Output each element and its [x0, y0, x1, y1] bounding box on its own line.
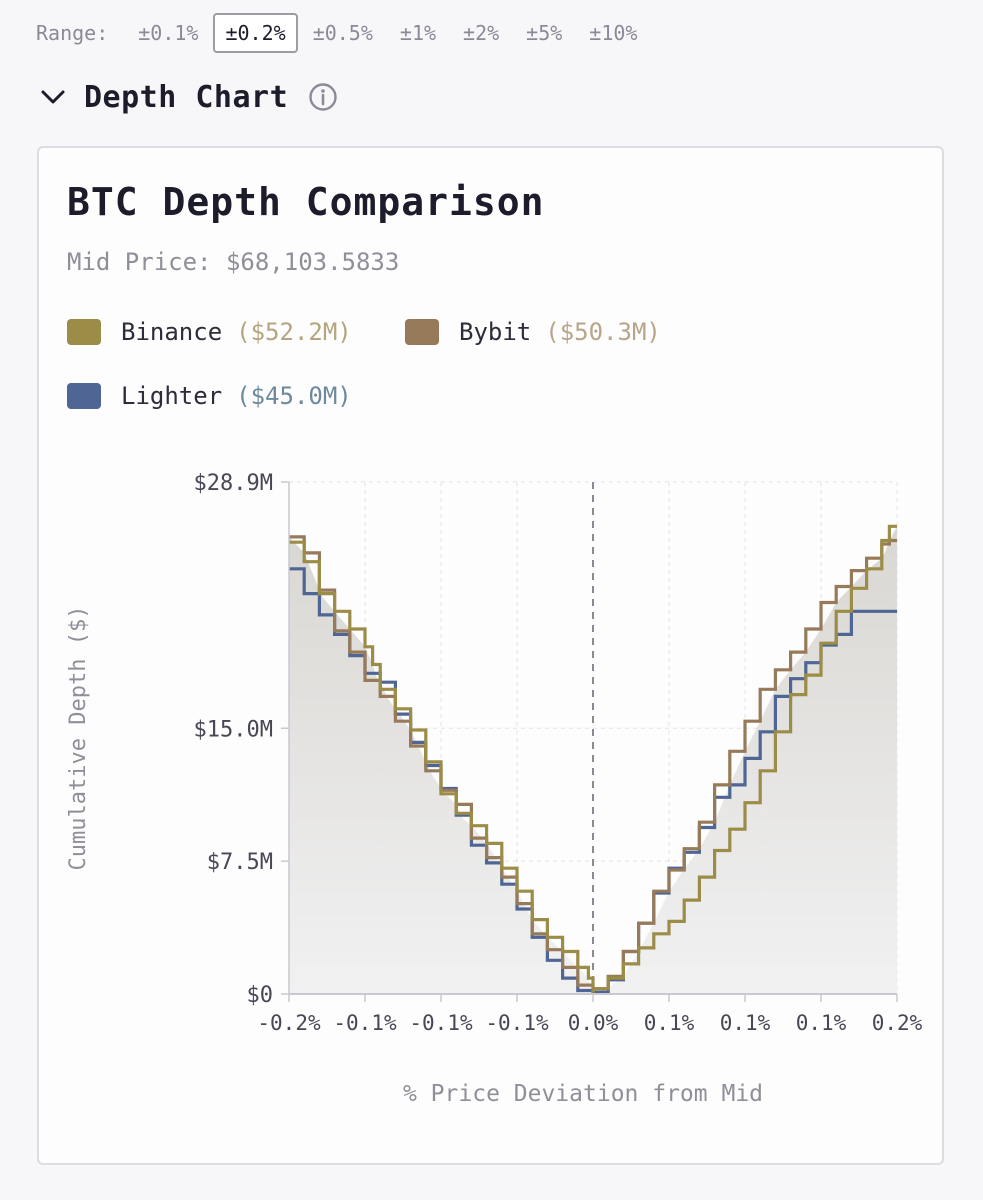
chevron-down-icon[interactable]	[38, 82, 68, 112]
legend-item-lighter[interactable]: Lighter ($45.0M)	[67, 382, 352, 410]
y-tick-label: $0	[247, 983, 274, 1008]
chart-title: BTC Depth Comparison	[67, 180, 545, 224]
range-option-1[interactable]: ±1%	[399, 21, 437, 45]
chart-card: BTC Depth Comparison Mid Price: $68,103.…	[37, 146, 944, 1165]
depth-area-fill	[289, 526, 897, 994]
legend-swatch-lighter	[67, 383, 101, 409]
x-tick-label: -0.1%	[485, 1011, 549, 1035]
y-tick-label: $15.0M	[194, 717, 273, 742]
range-option-0.2[interactable]: ±0.2%	[213, 13, 298, 53]
x-tick-label: 0.1%	[720, 1011, 771, 1035]
range-option-5[interactable]: ±5%	[526, 21, 563, 45]
legend-swatch-bybit	[405, 319, 439, 345]
range-selector: Range: ±0.1% ±0.2% ±0.5% ±1% ±2% ±5% ±10…	[36, 12, 652, 54]
y-axis-label: Cumulative Depth ($)	[66, 606, 91, 871]
range-option-0.5[interactable]: ±0.5%	[312, 21, 373, 45]
legend-name-bybit: Bybit	[459, 318, 532, 346]
legend-total-lighter: ($45.0M)	[236, 382, 352, 410]
x-tick-label: -0.1%	[333, 1011, 397, 1035]
legend-name-lighter: Lighter	[121, 382, 223, 410]
x-tick-label: 0.0%	[568, 1011, 619, 1035]
legend-total-bybit: ($50.3M)	[545, 318, 661, 346]
depth-chart-section-header: Depth Chart	[38, 76, 338, 118]
legend-item-binance[interactable]: Binance ($52.2M)	[67, 318, 352, 346]
range-label: Range:	[36, 21, 109, 45]
range-option-10[interactable]: ±10%	[589, 21, 638, 45]
x-axis-label: % Price Deviation from Mid	[403, 1081, 763, 1107]
y-tick-label: $28.9M	[194, 471, 273, 496]
depth-chart: $0 $7.5M $15.0M $28.9M -0.2% -0.1% -0.1% -0.1% 0…	[66, 471, 923, 1107]
legend-name-binance: Binance	[121, 318, 223, 346]
x-tick-label: 0.1%	[644, 1011, 695, 1035]
info-icon[interactable]	[308, 82, 338, 112]
x-tick-label: 0.2%	[872, 1011, 923, 1035]
series-line-binance	[289, 524, 897, 993]
x-tick-label: -0.2%	[257, 1011, 321, 1035]
range-option-2[interactable]: ±2%	[463, 21, 500, 45]
legend-swatch-binance	[67, 319, 101, 345]
section-title: Depth Chart	[84, 79, 289, 115]
legend-total-binance: ($52.2M)	[236, 318, 352, 346]
legend-item-bybit[interactable]: Bybit ($50.3M)	[405, 318, 661, 346]
x-tick-label: -0.1%	[409, 1011, 473, 1035]
range-option-0.1[interactable]: ±0.1%	[138, 21, 199, 45]
mid-price: Mid Price: $68,103.5833	[67, 248, 400, 276]
y-tick-label: $7.5M	[207, 850, 273, 875]
x-tick-label: 0.1%	[796, 1011, 847, 1035]
